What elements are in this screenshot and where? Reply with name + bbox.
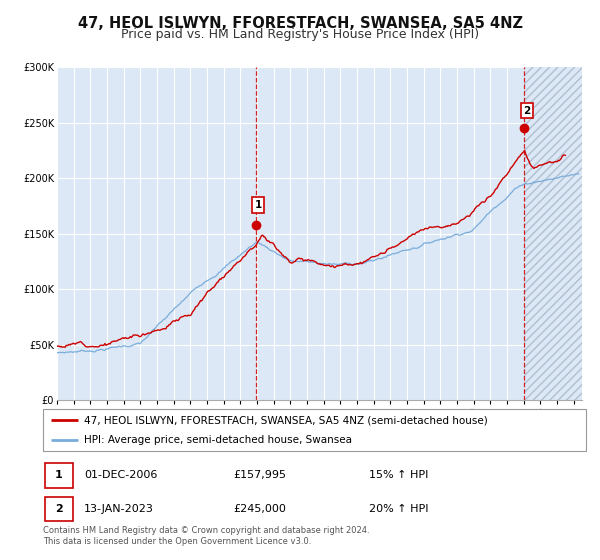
Text: HPI: Average price, semi-detached house, Swansea: HPI: Average price, semi-detached house,…: [84, 435, 352, 445]
Text: 1: 1: [254, 200, 262, 210]
Text: £245,000: £245,000: [233, 504, 286, 514]
Text: 2: 2: [55, 504, 63, 514]
Bar: [524, 67, 582, 400]
Text: 20% ↑ HPI: 20% ↑ HPI: [369, 504, 428, 514]
Text: 01-DEC-2006: 01-DEC-2006: [84, 470, 157, 480]
FancyBboxPatch shape: [45, 463, 73, 488]
Text: 13-JAN-2023: 13-JAN-2023: [84, 504, 154, 514]
Text: 2: 2: [523, 105, 530, 115]
Text: £157,995: £157,995: [233, 470, 286, 480]
Text: 47, HEOL ISLWYN, FFORESTFACH, SWANSEA, SA5 4NZ (semi-detached house): 47, HEOL ISLWYN, FFORESTFACH, SWANSEA, S…: [84, 415, 488, 425]
FancyBboxPatch shape: [43, 409, 586, 451]
FancyBboxPatch shape: [45, 497, 73, 521]
Text: Contains HM Land Registry data © Crown copyright and database right 2024.
This d: Contains HM Land Registry data © Crown c…: [43, 526, 370, 546]
Text: 1: 1: [55, 470, 63, 480]
Text: 47, HEOL ISLWYN, FFORESTFACH, SWANSEA, SA5 4NZ: 47, HEOL ISLWYN, FFORESTFACH, SWANSEA, S…: [77, 16, 523, 31]
Text: Price paid vs. HM Land Registry's House Price Index (HPI): Price paid vs. HM Land Registry's House …: [121, 28, 479, 41]
Text: 15% ↑ HPI: 15% ↑ HPI: [369, 470, 428, 480]
